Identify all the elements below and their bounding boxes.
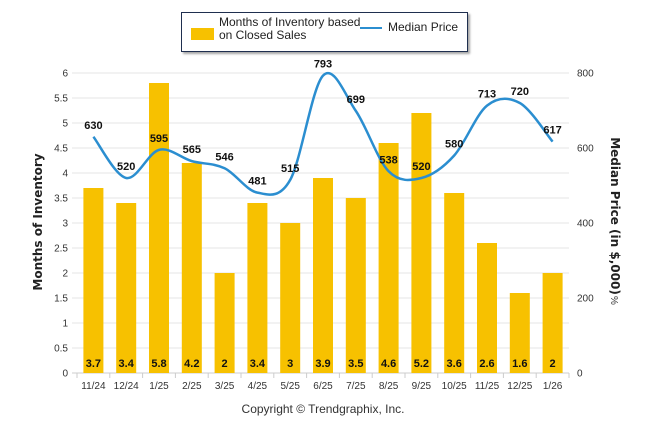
- inventory-bar: [542, 273, 563, 373]
- median-price-data-label: 546: [215, 151, 233, 163]
- inventory-bar: [116, 203, 137, 373]
- right-axis-title-suffix: %: [608, 296, 619, 305]
- median-price-data-label: 720: [511, 86, 529, 98]
- x-axis: 11/24 12/24 1/25 2/25 3/25 4/25 5/25 6/25 7/25 8/…: [76, 373, 570, 392]
- inventory-bar-data-label: 2: [222, 358, 228, 370]
- legend-label-inventory: Months of Inventory based on Closed Sale…: [219, 16, 369, 42]
- left-axis-tick-label: 6: [62, 69, 68, 80]
- left-axis-tick-label: 4.5: [54, 144, 68, 155]
- median-price-data-label: 580: [445, 139, 463, 151]
- median-price-data-label: 793: [314, 59, 332, 71]
- right-axis-tick-label: 0: [577, 369, 583, 380]
- inventory-bar: [181, 163, 202, 373]
- left-axis-tick-label: 4: [62, 169, 68, 180]
- median-price-data-label: 515: [281, 163, 299, 175]
- inventory-bar-labels: 3.7 3.4 5.8 4.2 2 3.4 3 3.9 3.5 4.6 5.2 3.6 2.6 1.6 2: [86, 358, 556, 370]
- median-price-data-label: 565: [183, 144, 201, 156]
- legend-label-inventory-line1: Months of Inventory based: [219, 15, 361, 29]
- inventory-bar-data-label: 5.8: [151, 358, 166, 370]
- x-axis-tick-label: 7/25: [346, 381, 366, 392]
- x-axis-tick-label: 10/25: [442, 381, 467, 392]
- inventory-bar: [280, 223, 301, 373]
- inventory-bar: [83, 188, 104, 373]
- median-price-data-label: 595: [150, 133, 168, 145]
- inventory-bar-data-label: 5.2: [414, 358, 429, 370]
- x-axis-tick-label: 6/25: [313, 381, 333, 392]
- x-axis-tick-label: 3/25: [215, 381, 235, 392]
- combo-chart: 00.511.522.533.544.555.56 0200400600800 …: [31, 59, 622, 392]
- inventory-bar-data-label: 3.4: [119, 358, 135, 370]
- left-axis-tick-label: 1.5: [54, 294, 68, 305]
- x-axis-tick-label: 12/25: [507, 381, 532, 392]
- inventory-bar-data-label: 4.6: [381, 358, 396, 370]
- right-axis-tick-label: 400: [577, 219, 594, 230]
- inventory-bar: [149, 83, 169, 373]
- inventory-bar-data-label: 2: [550, 358, 556, 370]
- inventory-bar: [214, 273, 235, 373]
- inventory-bar-data-label: 3.7: [86, 358, 101, 370]
- legend-label-inventory-line2: on Closed Sales: [219, 28, 307, 42]
- x-axis-tick-label: 8/25: [379, 381, 399, 392]
- left-axis-tick-label: 5.5: [54, 94, 68, 105]
- left-axis-tick-label: 0: [62, 369, 68, 380]
- x-axis-tick-label: 9/25: [412, 381, 432, 392]
- left-axis-tick-label: 1: [62, 319, 68, 330]
- inventory-bar: [247, 203, 268, 373]
- right-axis-ticks: 0 200 400 600 800: [577, 69, 594, 380]
- inventory-bar-data-label: 3.5: [348, 358, 363, 370]
- left-axis-tick-label: 0.5: [54, 344, 68, 355]
- inventory-bars: [83, 83, 563, 373]
- right-axis-title: Median Price (in $,000): [608, 137, 622, 295]
- right-axis-tick-label: 600: [577, 144, 594, 155]
- left-axis-tick-label: 5: [62, 119, 68, 130]
- legend-label-median-price: Median Price: [388, 20, 459, 34]
- right-axis-tick-label: 200: [577, 294, 594, 305]
- median-price-data-label: 713: [478, 89, 496, 101]
- inventory-bar-data-label: 3.4: [250, 358, 266, 370]
- median-price-line-group: [92, 72, 554, 196]
- x-axis-tick-label: 4/25: [248, 381, 268, 392]
- inventory-bar: [477, 243, 497, 373]
- left-axis-tick-label: 2.5: [54, 244, 68, 255]
- x-axis-tick-label: 1/25: [149, 381, 169, 392]
- median-price-data-label: 617: [543, 125, 561, 137]
- inventory-bar-data-label: 3.9: [315, 358, 330, 370]
- inventory-bar: [313, 178, 333, 373]
- inventory-bar: [345, 198, 366, 373]
- left-axis-tick-label: 3: [62, 219, 68, 230]
- median-price-data-label: 481: [248, 176, 266, 188]
- left-axis-tick-label: 2: [62, 269, 68, 280]
- right-axis-title-group: Median Price (in $,000) %: [608, 137, 622, 305]
- inventory-bar-data-label: 3.6: [447, 358, 462, 370]
- copyright-text: Copyright © Trendgraphix, Inc.: [241, 402, 405, 416]
- x-axis-tick-label: 1/26: [543, 381, 563, 392]
- median-price-data-label: 520: [412, 161, 430, 173]
- inventory-bar: [444, 193, 465, 373]
- x-axis-tick-label: 5/25: [280, 381, 300, 392]
- median-price-data-label: 520: [117, 161, 135, 173]
- chart-legend: Months of Inventory based on Closed Sale…: [181, 12, 468, 52]
- median-price-data-label: 538: [379, 154, 397, 166]
- median-price-data-label: 699: [347, 94, 365, 106]
- x-axis-tick-label: 11/25: [475, 381, 500, 392]
- inventory-bar-data-label: 2.6: [479, 358, 494, 370]
- legend-swatch-median-price: [360, 27, 382, 29]
- inventory-bar: [411, 113, 432, 373]
- x-axis-tick-label: 11/24: [81, 381, 106, 392]
- median-price-data-label: 630: [84, 120, 102, 132]
- inventory-bar-data-label: 3: [287, 358, 293, 370]
- x-axis-tick-label: 12/24: [114, 381, 139, 392]
- x-axis-tick-label: 2/25: [182, 381, 202, 392]
- median-price-labels: 630 520 595 565 546 481 515 793 699 538 520 580 713 7…: [84, 59, 562, 188]
- inventory-bar-data-label: 4.2: [184, 358, 199, 370]
- right-axis-tick-label: 800: [577, 69, 594, 80]
- median-price-line: [92, 72, 554, 196]
- left-axis-tick-label: 3.5: [54, 194, 68, 205]
- left-axis-ticks: 0 0.5 1 1.5 2 2.5 3 3.5 4 4.5 5 5.5 6: [54, 69, 68, 380]
- inventory-bar-data-label: 1.6: [512, 358, 527, 370]
- legend-swatch-inventory: [191, 28, 214, 40]
- inventory-bar: [509, 293, 530, 373]
- inventory-bar: [378, 143, 399, 373]
- left-axis-title: Months of Inventory: [31, 153, 45, 290]
